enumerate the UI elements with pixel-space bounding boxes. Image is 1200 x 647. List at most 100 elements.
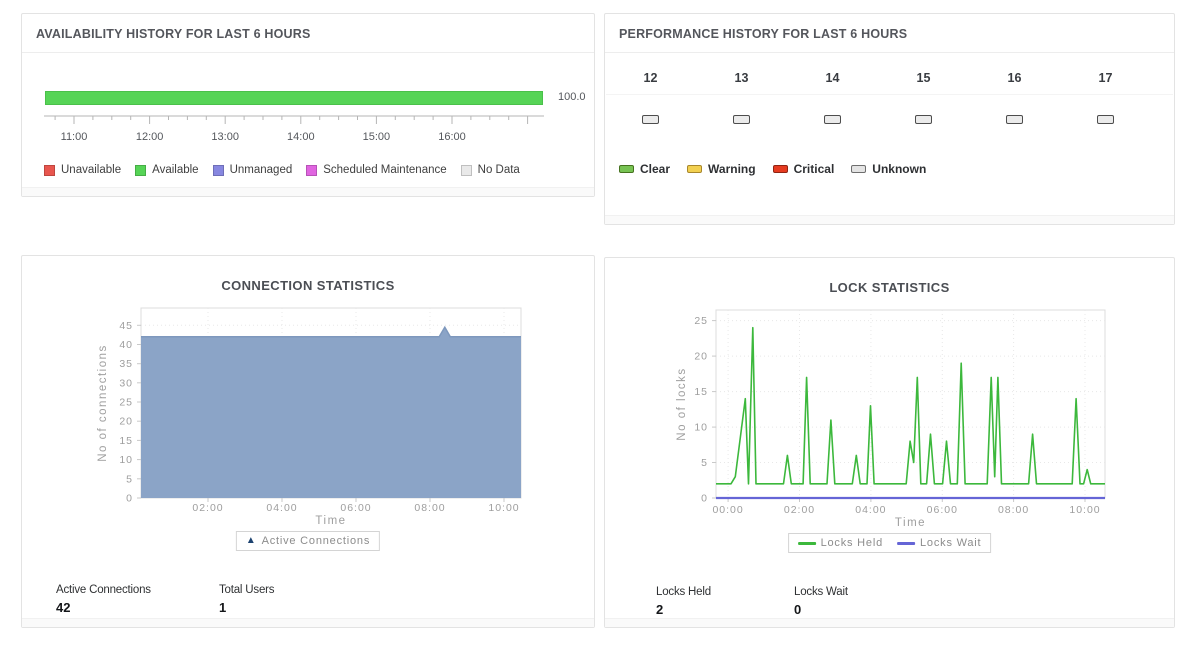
available-swatch — [135, 164, 147, 176]
unmanaged-swatch — [212, 164, 224, 176]
performance-history-panel: PERFORMANCE HISTORY FOR LAST 6 HOURS 12 1… — [604, 13, 1175, 225]
performance-hour-16: 16 — [969, 69, 1060, 124]
legend-label: Locks Held — [820, 537, 884, 549]
connection-statistics-chart[interactable]: 0 5 10 15 20 25 30 35 40 45 02:00 04:00 06:00 08:00 10… — [22, 298, 596, 530]
svg-text:15: 15 — [119, 435, 133, 447]
svg-text:15: 15 — [694, 386, 708, 398]
svg-text:Time: Time — [895, 517, 926, 529]
hour-label: 12 — [643, 71, 658, 85]
svg-text:10: 10 — [694, 422, 708, 434]
availability-legend: Unavailable Available Unmanaged Scheduled M… — [44, 164, 520, 176]
legend-item-critical: Critical — [772, 162, 835, 176]
legend-label: Critical — [793, 162, 835, 176]
stat-label: Locks Wait — [794, 586, 848, 598]
legend-item-unknown: Unknown — [851, 162, 926, 176]
svg-text:40: 40 — [119, 339, 133, 351]
legend-item-active-connections[interactable]: ▲ Active Connections — [246, 535, 370, 547]
svg-text:Time: Time — [315, 515, 346, 527]
clear-swatch — [619, 165, 634, 173]
lock-statistics-chart[interactable]: 0 5 10 15 20 25 00:00 02:00 04:00 06:00 08:00 10:00… — [605, 300, 1176, 532]
connection-statistics-title: CONNECTION STATISTICS — [221, 278, 395, 293]
status-box-unknown[interactable] — [1006, 115, 1023, 124]
hour-label: 15 — [916, 71, 931, 85]
legend-label: Active Connections — [261, 535, 371, 547]
status-box-unknown[interactable] — [824, 115, 841, 124]
legend-label: Unavailable — [61, 164, 122, 176]
svg-text:20: 20 — [694, 351, 708, 363]
svg-text:25: 25 — [119, 397, 133, 409]
lock-chart-legend[interactable]: Locks Held Locks Wait — [787, 533, 992, 553]
legend-item-warning: Warning — [687, 162, 756, 176]
performance-hour-17: 17 — [1060, 69, 1151, 124]
stat-value: 2 — [656, 602, 664, 617]
svg-text:08:00: 08:00 — [998, 504, 1029, 516]
svg-text:No of connections: No of connections — [97, 344, 109, 462]
unknown-swatch — [851, 165, 867, 173]
svg-text:16:00: 16:00 — [438, 131, 466, 143]
legend-label: Unmanaged — [229, 164, 293, 176]
svg-text:25: 25 — [694, 315, 708, 327]
legend-item-clear: Clear — [619, 162, 670, 176]
svg-text:45: 45 — [119, 320, 133, 332]
performance-hour-15: 15 — [878, 69, 969, 124]
stat-value: 1 — [219, 600, 227, 615]
panel-footer — [605, 618, 1174, 627]
performance-history-title: PERFORMANCE HISTORY FOR LAST 6 HOURS — [605, 14, 1174, 53]
svg-text:10:00: 10:00 — [1069, 504, 1100, 516]
svg-text:02:00: 02:00 — [784, 504, 815, 516]
availability-bar[interactable] — [45, 91, 543, 105]
availability-history-panel: AVAILABILITY HISTORY FOR LAST 6 HOURS 10… — [21, 13, 595, 197]
panel-footer — [22, 187, 594, 196]
warning-swatch — [687, 165, 703, 173]
stat-value: 42 — [56, 600, 71, 615]
connection-statistics-panel: CONNECTION STATISTICS 0 5 10 15 20 25 30 35 40 45… — [21, 255, 595, 628]
svg-text:No of locks: No of locks — [676, 367, 688, 440]
panel-footer — [22, 618, 594, 627]
legend-item-locks-held[interactable]: Locks Held — [797, 537, 884, 549]
legend-label: Locks Wait — [920, 537, 982, 549]
legend-item-unmanaged: Unmanaged — [212, 164, 293, 176]
legend-label: Unknown — [872, 162, 927, 176]
lock-stats: Locks Held 2 Locks Wait 0 — [656, 586, 932, 617]
line-marker-icon — [797, 541, 816, 545]
stat-active-connections: Active Connections 42 — [56, 584, 219, 615]
stat-label: Locks Held — [656, 586, 711, 598]
unavailable-swatch — [44, 164, 55, 176]
status-box-unknown[interactable] — [733, 115, 750, 124]
stat-value: 0 — [794, 602, 802, 617]
legend-item-locks-wait[interactable]: Locks Wait — [897, 537, 981, 549]
stat-label: Active Connections — [56, 584, 151, 596]
svg-text:35: 35 — [119, 358, 133, 370]
svg-text:20: 20 — [119, 416, 133, 428]
legend-label: No Data — [477, 164, 520, 176]
legend-label: Warning — [708, 162, 756, 176]
connection-chart-legend[interactable]: ▲ Active Connections — [235, 531, 381, 551]
svg-text:10:00: 10:00 — [488, 502, 519, 514]
status-box-unknown[interactable] — [1097, 115, 1114, 124]
scheduled-maintenance-swatch — [306, 164, 318, 176]
svg-text:11:00: 11:00 — [61, 131, 88, 143]
panel-footer — [605, 215, 1174, 224]
svg-text:5: 5 — [701, 457, 708, 469]
legend-item-no-data: No Data — [460, 164, 520, 176]
legend-item-unavailable: Unavailable — [44, 164, 121, 176]
svg-text:0: 0 — [126, 493, 133, 505]
legend-item-scheduled-maintenance: Scheduled Maintenance — [306, 164, 447, 176]
legend-label: Scheduled Maintenance — [323, 164, 447, 176]
svg-text:15:00: 15:00 — [363, 131, 391, 143]
svg-text:10: 10 — [119, 454, 133, 466]
hour-label: 16 — [1007, 71, 1022, 85]
stat-locks-wait: Locks Wait 0 — [794, 586, 932, 617]
svg-text:00:00: 00:00 — [712, 504, 743, 516]
performance-hour-14: 14 — [787, 69, 878, 124]
svg-text:12:00: 12:00 — [136, 131, 164, 143]
status-box-unknown[interactable] — [915, 115, 932, 124]
status-box-unknown[interactable] — [642, 115, 659, 124]
svg-text:14:00: 14:00 — [287, 131, 315, 143]
hour-label: 13 — [734, 71, 749, 85]
availability-value-label: 100.0 — [558, 91, 586, 103]
lock-statistics-title: LOCK STATISTICS — [829, 280, 950, 295]
svg-text:08:00: 08:00 — [414, 502, 445, 514]
divider — [606, 94, 1173, 95]
